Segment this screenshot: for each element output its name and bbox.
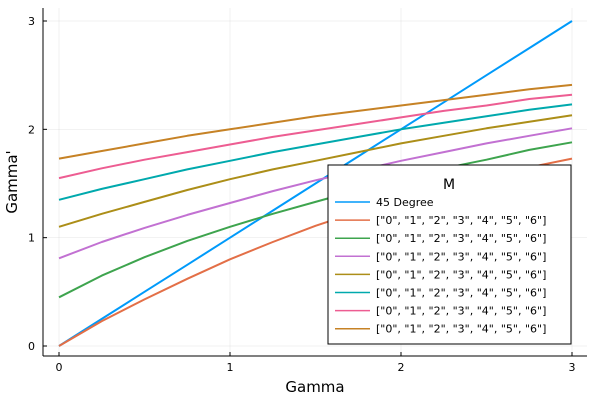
- legend-box: [327, 164, 572, 345]
- tick-labels: 0 1 2 3 0 1 2 3: [28, 15, 576, 374]
- x-axis-label: Gamma: [285, 378, 344, 396]
- axes: [42, 8, 587, 357]
- legend-items: 45 Degree ["0", "1", "2", "3", "4", "5", …: [335, 196, 546, 336]
- series-line-2: [58, 141, 573, 299]
- series-line-0: [58, 20, 573, 347]
- legend-title: M: [443, 177, 455, 193]
- series-line-5: [58, 103, 573, 201]
- y-tick-label-2: 2: [28, 123, 35, 136]
- x-tick-label-2: 2: [398, 361, 405, 374]
- legend-label-3: ["0", "1", "2", "3", "4", "5", "6"]: [376, 250, 546, 263]
- x-tick-label-3: 3: [569, 361, 576, 374]
- y-axis-label: Gamma': [3, 150, 21, 213]
- series-line-7: [58, 83, 573, 160]
- series-line-4: [58, 114, 573, 228]
- legend: M 45 Degree ["0", "1", "2", "3", "4", "5"…: [327, 164, 572, 345]
- legend-label-7: ["0", "1", "2", "3", "4", "5", "6"]: [376, 323, 546, 336]
- legend-label-4: ["0", "1", "2", "3", "4", "5", "6"]: [376, 268, 546, 281]
- legend-label-0: 45 Degree: [376, 196, 434, 209]
- y-tick-label-0: 0: [28, 340, 35, 353]
- legend-label-2: ["0", "1", "2", "3", "4", "5", "6"]: [376, 232, 546, 245]
- y-tick-label-1: 1: [28, 232, 35, 245]
- series-line-3: [58, 127, 573, 260]
- x-tick-label-0: 0: [56, 361, 63, 374]
- legend-label-1: ["0", "1", "2", "3", "4", "5", "6"]: [376, 214, 546, 227]
- legend-label-5: ["0", "1", "2", "3", "4", "5", "6"]: [376, 287, 546, 300]
- y-tick-label-3: 3: [28, 15, 35, 28]
- x-tick-label-1: 1: [227, 361, 234, 374]
- legend-label-6: ["0", "1", "2", "3", "4", "5", "6"]: [376, 305, 546, 318]
- series-line-6: [58, 93, 573, 180]
